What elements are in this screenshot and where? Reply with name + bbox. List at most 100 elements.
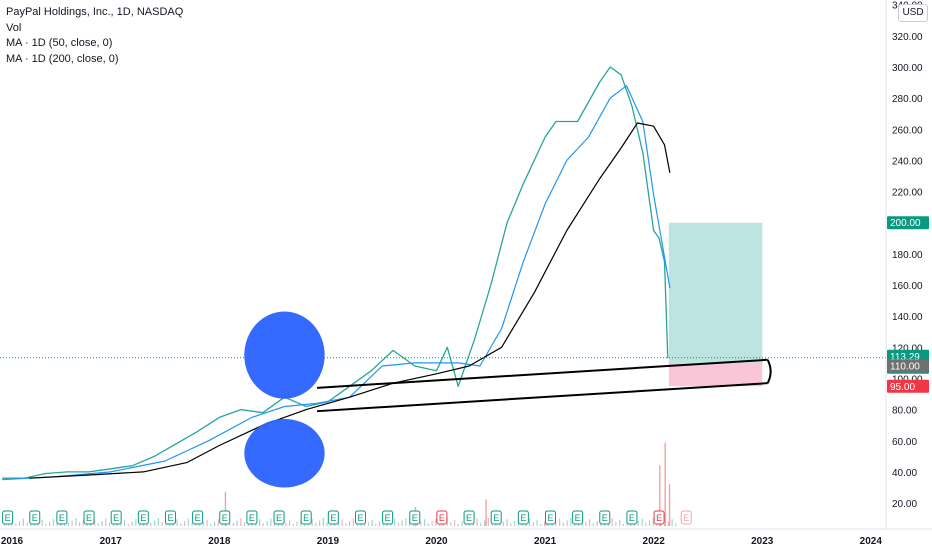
trend-channel[interactable] xyxy=(316,358,772,413)
earnings-marker-box[interactable] xyxy=(354,510,366,525)
earnings-marker[interactable]: E xyxy=(192,510,204,525)
earnings-marker[interactable]: E xyxy=(2,510,14,525)
chart-legend: PayPal Holdings, Inc., 1D, NASDAQ Vol MA… xyxy=(6,5,183,67)
earnings-marker-box[interactable] xyxy=(544,510,556,525)
volume-bar xyxy=(154,520,156,526)
earnings-marker-box[interactable] xyxy=(219,510,231,525)
earnings-marker-box[interactable] xyxy=(517,510,529,525)
position-tool[interactable] xyxy=(668,222,763,387)
earnings-marker-box[interactable] xyxy=(680,510,692,525)
earnings-marker[interactable]: E xyxy=(110,510,122,525)
earnings-marker-box[interactable] xyxy=(409,510,421,525)
earnings-marker-box[interactable] xyxy=(273,510,285,525)
earnings-marker[interactable]: E xyxy=(273,510,285,525)
volume-bar xyxy=(315,522,317,526)
earnings-marker[interactable]: E xyxy=(354,510,366,525)
earnings-marker[interactable]: E xyxy=(463,510,475,525)
earnings-marker-box[interactable] xyxy=(192,510,204,525)
earnings-marker-box[interactable] xyxy=(599,510,611,525)
earnings-marker-label: E xyxy=(357,513,363,523)
price-tick-label: 180.00 xyxy=(892,250,923,261)
earnings-marker[interactable]: E xyxy=(409,510,421,525)
volume-bar xyxy=(187,518,189,526)
earnings-marker[interactable]: E xyxy=(572,510,584,525)
earnings-marker[interactable]: E xyxy=(246,510,258,525)
earnings-marker-box[interactable] xyxy=(490,510,502,525)
earnings-marker-box[interactable] xyxy=(626,510,638,525)
currency-button[interactable]: USD xyxy=(898,4,928,22)
price-tick-label: 240.00 xyxy=(892,156,923,167)
channel-lower-line[interactable] xyxy=(316,382,768,413)
volume-bar xyxy=(135,519,137,526)
volume-bar xyxy=(566,520,568,526)
volume-bar xyxy=(180,523,182,526)
earnings-marker[interactable]: E xyxy=(327,510,339,525)
earnings-marker[interactable]: E xyxy=(680,510,692,525)
earnings-marker-box[interactable] xyxy=(572,510,584,525)
earnings-marker-box[interactable] xyxy=(246,510,258,525)
channel-upper-line[interactable] xyxy=(316,358,768,389)
volume-bar xyxy=(424,519,426,526)
volume-bar xyxy=(292,524,294,526)
legend-ma50[interactable]: MA · 1D (50, close, 0) xyxy=(6,37,113,49)
earnings-marker-box[interactable] xyxy=(137,510,149,525)
earnings-marker[interactable]: E xyxy=(56,510,68,525)
legend-vol[interactable]: Vol xyxy=(6,21,22,34)
volume-bar xyxy=(161,522,163,526)
earnings-marker-box[interactable] xyxy=(653,510,665,525)
earnings-marker[interactable]: E xyxy=(219,510,231,525)
earnings-marker[interactable]: E xyxy=(544,510,556,525)
earnings-marker[interactable]: E xyxy=(599,510,611,525)
volume-bar xyxy=(386,523,388,526)
volume-bar xyxy=(319,520,321,526)
upper-circle[interactable] xyxy=(244,311,325,399)
earnings-marker-label: E xyxy=(32,513,38,523)
volume-bar xyxy=(427,523,429,526)
position-loss-zone[interactable] xyxy=(668,362,763,387)
volume-bar xyxy=(274,522,276,526)
earnings-marker-box[interactable] xyxy=(29,510,41,525)
earnings-marker-box[interactable] xyxy=(463,510,475,525)
earnings-marker-box[interactable] xyxy=(382,510,394,525)
earnings-marker[interactable]: E xyxy=(517,510,529,525)
earnings-marker[interactable]: E xyxy=(626,510,638,525)
earnings-marker-box[interactable] xyxy=(83,510,95,525)
price-axis[interactable]: 20.0040.0060.0080.00100.00120.00140.0016… xyxy=(885,0,923,530)
earnings-marker[interactable]: E xyxy=(382,510,394,525)
volume-bar xyxy=(266,521,268,526)
circle-drawings[interactable] xyxy=(244,311,325,488)
earnings-marker[interactable]: E xyxy=(164,510,176,525)
earnings-marker-box[interactable] xyxy=(300,510,312,525)
volume-bar xyxy=(26,522,28,526)
earnings-marker[interactable]: E xyxy=(83,510,95,525)
volume-bar xyxy=(86,524,88,526)
legend-ma200[interactable]: MA · 1D (200, close, 0) xyxy=(6,52,119,65)
lower-circle[interactable] xyxy=(244,418,325,488)
earnings-marker[interactable]: E xyxy=(29,510,41,525)
earnings-marker[interactable]: E xyxy=(436,510,448,525)
earnings-marker[interactable]: E xyxy=(300,510,312,525)
channel-end-cap[interactable] xyxy=(766,359,772,384)
earnings-marker[interactable]: E xyxy=(137,510,149,525)
volume-bar xyxy=(499,524,501,526)
earnings-marker-box[interactable] xyxy=(327,510,339,525)
earnings-marker-box[interactable] xyxy=(2,510,14,525)
volume-bar xyxy=(367,522,369,526)
symbol-title[interactable]: PayPal Holdings, Inc., 1D, NASDAQ xyxy=(6,6,184,18)
volume-spike xyxy=(668,484,671,526)
price-tick-label: 280.00 xyxy=(892,94,923,105)
earnings-marker[interactable]: E xyxy=(653,510,665,525)
volume-bar xyxy=(540,524,542,526)
time-axis[interactable]: 2016 2017 2018 2019 2020 2021 2022 2023 2024 xyxy=(0,528,932,547)
earnings-marker-box[interactable] xyxy=(110,510,122,525)
time-tick-label: 2019 xyxy=(317,536,340,547)
ma50-line xyxy=(2,85,671,481)
earnings-marker[interactable]: E xyxy=(490,510,502,525)
earnings-marker-box[interactable] xyxy=(436,510,448,525)
earnings-marker-box[interactable] xyxy=(164,510,176,525)
earnings-marker-box[interactable] xyxy=(56,510,68,525)
position-profit-zone[interactable] xyxy=(668,222,763,363)
volume-bar xyxy=(562,522,564,526)
